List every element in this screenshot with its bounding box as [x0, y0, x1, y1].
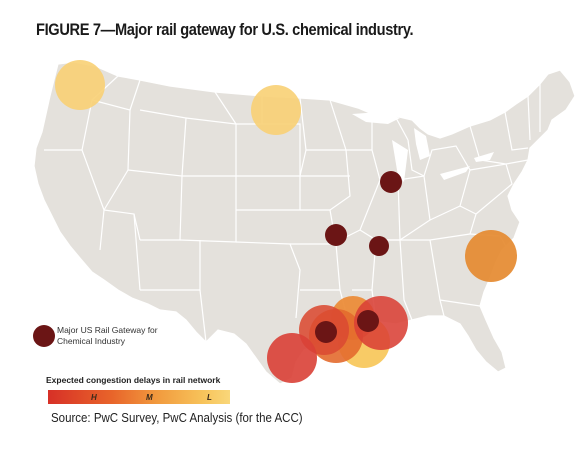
- gateway-chicago-marker: [380, 171, 402, 193]
- congestion-tick-medium: M: [146, 393, 153, 402]
- gateway-kansas-city-marker: [325, 224, 347, 246]
- congestion-tick-high: H: [91, 393, 97, 402]
- legend-gateway-label-line1: Major US Rail Gateway for: [57, 325, 158, 335]
- gateway-houston-marker: [315, 321, 337, 343]
- legend-gateway-marker: [33, 325, 55, 347]
- great-lakes: [352, 112, 494, 182]
- legend-gateway-label: Major US Rail Gateway for Chemical Indus…: [57, 325, 207, 347]
- congestion-zone-south-texas: [267, 333, 317, 383]
- congestion-gradient-bar: [48, 390, 230, 404]
- congestion-tick-low: L: [207, 393, 212, 402]
- congestion-zone-carolinas: [465, 230, 517, 282]
- gateway-new-orleans-marker: [357, 310, 379, 332]
- legend-gateway-label-line2: Chemical Industry: [57, 336, 126, 346]
- source-note: Source: PwC Survey, PwC Analysis (for th…: [51, 411, 303, 425]
- congestion-zone-new-orleans: [354, 296, 408, 350]
- gateway-memphis-marker: [369, 236, 389, 256]
- rail-gateways: [315, 171, 402, 343]
- congestion-zone-north-dakota: [251, 85, 301, 135]
- figure-title: FIGURE 7—Major rail gateway for U.S. che…: [36, 20, 414, 39]
- congestion-zone-pacific-northwest: [55, 60, 105, 110]
- congestion-legend-title: Expected congestion delays in rail netwo…: [46, 375, 221, 385]
- us-landmass: [33, 61, 576, 385]
